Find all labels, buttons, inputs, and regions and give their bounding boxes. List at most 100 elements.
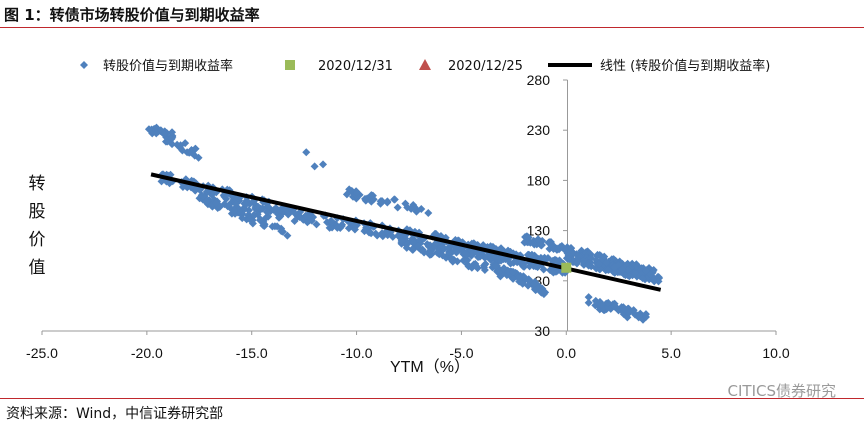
scatter-point xyxy=(327,217,336,226)
scatter-point xyxy=(497,244,506,253)
scatter-point xyxy=(642,267,651,276)
scatter-point xyxy=(373,231,382,240)
y-axis-label-char: 转 xyxy=(29,174,46,194)
scatter-point xyxy=(604,265,613,274)
scatter-point xyxy=(253,210,262,219)
highlight-points xyxy=(561,262,572,273)
x-axis-label: YTM（%） xyxy=(390,358,470,376)
scatter-point xyxy=(536,240,545,249)
scatter-point xyxy=(262,207,271,216)
scatter-point xyxy=(625,272,634,281)
scatter-point xyxy=(524,275,533,284)
scatter-point xyxy=(312,220,321,229)
scatter-point xyxy=(509,267,518,276)
scatter-point xyxy=(524,281,533,290)
scatter-point xyxy=(531,286,540,295)
scatter-point xyxy=(610,302,619,311)
scatter-point xyxy=(212,199,221,208)
scatter-point xyxy=(533,263,542,272)
scatter-point xyxy=(187,148,196,157)
scatter-point xyxy=(274,213,283,222)
scatter-point xyxy=(397,236,406,245)
scatter-point xyxy=(242,200,251,209)
scatter-point xyxy=(390,195,399,204)
scatter-point xyxy=(152,129,161,138)
scatter-point xyxy=(202,197,211,206)
scatter-point xyxy=(504,267,513,276)
legend-marker-triangle xyxy=(419,59,431,70)
x-tick-label: -10.0 xyxy=(341,345,373,361)
scatter-point xyxy=(584,293,593,302)
scatter-point xyxy=(618,265,627,274)
scatter-point xyxy=(191,144,200,153)
scatter-point xyxy=(191,186,200,195)
legend-label-trend: 线性 (转股价值与到期收益率) xyxy=(600,58,770,74)
x-tick-label: 5.0 xyxy=(661,345,681,361)
scatter-point xyxy=(168,128,177,137)
scatter-point xyxy=(409,238,418,247)
bottom-rule xyxy=(0,398,864,399)
scatter-point xyxy=(504,246,513,255)
scatter-point xyxy=(638,274,647,283)
scatter-point xyxy=(413,241,422,250)
scatter-point xyxy=(625,308,634,317)
scatter-point xyxy=(393,203,402,212)
x-tick-label: -15.0 xyxy=(236,345,268,361)
point-2020-12-31 xyxy=(561,262,572,273)
scatter-point xyxy=(492,262,501,271)
trend-line-path xyxy=(150,172,662,292)
scatter-point xyxy=(604,298,613,307)
scatter-point xyxy=(350,225,359,234)
scatter-point xyxy=(176,144,185,153)
figure-title: 图 1：转债市场转股价值与到期收益率 xyxy=(4,6,260,24)
scatter-point xyxy=(168,140,177,149)
scatter-point xyxy=(301,211,310,220)
scatter-point xyxy=(328,223,337,232)
scatter-point xyxy=(539,265,548,274)
scatter-point xyxy=(597,300,606,309)
y-axis-label-char: 价 xyxy=(29,230,46,250)
scatter-point xyxy=(231,199,240,208)
scatter-point xyxy=(602,258,611,267)
x-tick-label: -25.0 xyxy=(26,345,58,361)
legend-label-2020-12-25: 2020/12/25 xyxy=(448,59,523,74)
scatter-point xyxy=(383,197,392,206)
scatter-point xyxy=(302,148,311,157)
scatter-point xyxy=(520,262,529,271)
scatter-point xyxy=(361,196,370,205)
scatter-point xyxy=(269,205,278,214)
x-tick-label: 0.0 xyxy=(557,345,577,361)
legend-marker-diamond xyxy=(80,61,88,69)
scatter-point xyxy=(319,160,328,169)
scatter-point xyxy=(635,311,644,320)
scatter-point xyxy=(545,238,554,247)
scatter-point xyxy=(564,254,573,263)
scatter-point xyxy=(457,245,466,254)
scatter-point xyxy=(178,182,187,191)
scatter-point xyxy=(541,288,550,297)
scatter-point xyxy=(650,277,659,286)
scatter-point xyxy=(646,270,655,279)
legend-marker-square xyxy=(285,60,295,70)
scatter-point xyxy=(198,192,207,201)
y-axis-label: 转股价值 xyxy=(29,174,46,278)
trend-line xyxy=(150,172,662,292)
scatter-point xyxy=(514,273,523,282)
x-tick-label: -5.0 xyxy=(449,345,473,361)
scatter-point xyxy=(584,298,593,307)
scatter-points xyxy=(144,123,664,324)
y-axis-label-char: 股 xyxy=(29,202,46,222)
x-tick-labels: -25.0 -20.0 -15.0 -10.0 -5.0 0.0 5.0 10.0 xyxy=(26,331,790,361)
scatter-point xyxy=(310,162,319,171)
scatter-point xyxy=(402,243,411,252)
y-tick-label: 230 xyxy=(527,122,551,138)
scatter-point xyxy=(275,206,284,215)
scatter-point xyxy=(407,204,416,213)
scatter-point xyxy=(578,257,587,266)
y-tick-label: 180 xyxy=(527,172,551,188)
scatter-point xyxy=(551,257,560,266)
scatter-point xyxy=(283,231,292,240)
scatter-point xyxy=(427,247,436,256)
